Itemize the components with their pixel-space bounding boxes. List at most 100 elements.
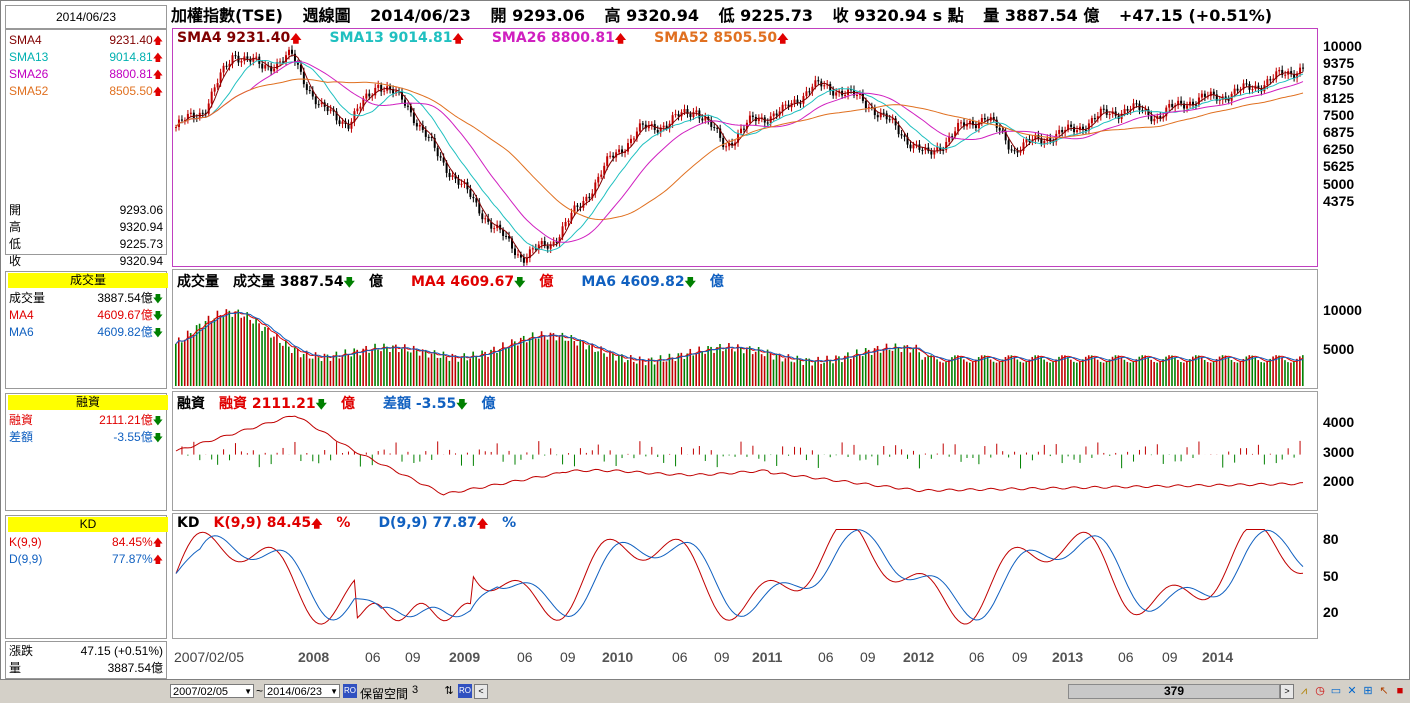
legend-entry: 成交量 bbox=[177, 274, 219, 290]
volume-bar bbox=[386, 346, 388, 386]
candle-body bbox=[445, 162, 448, 173]
volume-label: MA6 bbox=[9, 325, 34, 339]
candle-body bbox=[329, 109, 332, 112]
apply-reserve-icon[interactable]: RO bbox=[458, 684, 472, 698]
start-date-text: 2007/02/05 bbox=[173, 686, 229, 698]
volume-bar bbox=[282, 345, 284, 386]
volume-bar bbox=[1159, 361, 1161, 386]
volume-bar bbox=[552, 333, 555, 386]
legend-entry: 成交量 3887.54🡇 億 bbox=[233, 274, 383, 290]
volume-bar bbox=[722, 351, 724, 386]
margin-chart-panel[interactable]: 融資 融資 2111.21🡇 億差額 -3.55🡇 億 bbox=[172, 391, 1318, 511]
volume-bar bbox=[308, 358, 311, 386]
candle-body bbox=[502, 229, 505, 236]
scroll-right-button[interactable]: > bbox=[1280, 684, 1294, 699]
candle-body bbox=[418, 125, 421, 127]
volume-bar bbox=[805, 358, 808, 386]
scroll-left-button[interactable]: < bbox=[474, 684, 488, 699]
sma-row: SMA13 9014.81🡅 bbox=[9, 49, 163, 65]
candle-body bbox=[1108, 114, 1111, 116]
volume-bar bbox=[353, 348, 356, 386]
volume-bar bbox=[463, 353, 466, 386]
candle-body bbox=[778, 111, 781, 116]
volume-bar bbox=[1272, 356, 1274, 386]
axis-tick-label: 3000 bbox=[1323, 444, 1355, 460]
candle-body bbox=[1132, 103, 1135, 110]
grid-icon[interactable]: ⊞ bbox=[1363, 685, 1373, 697]
stepper-icon[interactable]: ⇅ bbox=[444, 685, 454, 697]
clock-icon[interactable]: ◷ bbox=[1315, 685, 1325, 697]
candle-body bbox=[499, 224, 502, 230]
volume-bar bbox=[1192, 356, 1194, 386]
candle-body bbox=[704, 116, 707, 121]
volume-bar bbox=[835, 355, 837, 386]
close-icon[interactable]: ■ bbox=[1396, 685, 1404, 697]
end-date-select[interactable]: 2014/06/23 ▼ bbox=[264, 684, 340, 698]
volume-bar bbox=[288, 346, 290, 386]
candle-body bbox=[1197, 97, 1200, 105]
volume-bar bbox=[924, 357, 926, 386]
volume-bar bbox=[326, 354, 329, 386]
shrink-icon[interactable]: ✕ bbox=[1347, 685, 1357, 697]
volume-bar bbox=[1123, 359, 1126, 386]
candle-body bbox=[213, 87, 216, 92]
volume-bar bbox=[362, 348, 364, 386]
candle-body bbox=[638, 123, 641, 132]
start-date-select[interactable]: 2007/02/05 ▼ bbox=[170, 684, 254, 698]
volume-row: MA4 4609.67億🡇 bbox=[9, 307, 163, 323]
candle-body bbox=[186, 113, 189, 120]
candle-body bbox=[615, 152, 618, 158]
volume-label: 成交量 bbox=[9, 291, 46, 305]
fit-icon[interactable]: ▭ bbox=[1330, 685, 1342, 697]
axis-tick-label: 7500 bbox=[1323, 106, 1355, 123]
volume-bar bbox=[445, 356, 448, 386]
d-line bbox=[175, 529, 1304, 621]
candle-body bbox=[1016, 150, 1019, 153]
arrow-up-icon: 🡅 bbox=[152, 538, 163, 549]
scrollbar-thumb[interactable]: 379 bbox=[1068, 684, 1280, 699]
volume-bar bbox=[1049, 362, 1051, 386]
volume-bar bbox=[285, 340, 287, 386]
volume-bar bbox=[433, 350, 436, 386]
volume-value: 量 3887.54 億 bbox=[983, 6, 1100, 25]
volume-bar bbox=[234, 311, 237, 386]
ruler-icon[interactable]: ↖ bbox=[1379, 685, 1389, 697]
volume-bar bbox=[1275, 355, 1277, 386]
candle-body bbox=[1046, 138, 1049, 142]
index-name: 加權指數(TSE) bbox=[171, 6, 283, 25]
apply-icon[interactable]: RO bbox=[343, 684, 357, 698]
candle-body bbox=[796, 99, 799, 104]
candle-body bbox=[201, 112, 204, 114]
candle-body bbox=[436, 147, 439, 157]
candle-body bbox=[683, 109, 686, 113]
candle-body bbox=[335, 111, 338, 121]
chart-type-icon[interactable]: ⩘ bbox=[1300, 685, 1308, 697]
reserve-value[interactable]: 3 bbox=[412, 684, 419, 696]
axis-tick-label: 8125 bbox=[1323, 89, 1355, 106]
kd-chart-panel[interactable]: KD K(9,9) 84.45🡅% D(9,9) 77.87🡅% bbox=[172, 513, 1318, 639]
volume-bar bbox=[546, 339, 549, 386]
volume-bar bbox=[222, 317, 225, 386]
volume-bar bbox=[335, 351, 338, 386]
candle-body bbox=[305, 84, 308, 91]
volume-bar bbox=[695, 353, 697, 386]
volume-bar bbox=[858, 354, 861, 386]
margin-value: -3.55億🡇 bbox=[113, 430, 163, 444]
current-date: 2014/06/23 bbox=[5, 5, 167, 29]
candle-body bbox=[290, 49, 293, 54]
ohlc-value: 9320.94 bbox=[119, 254, 163, 268]
volume-bar bbox=[499, 349, 501, 386]
candle-body bbox=[531, 248, 534, 250]
candle-body bbox=[204, 112, 207, 114]
volume-bar bbox=[618, 355, 620, 386]
volume-bar bbox=[900, 352, 903, 386]
candle-body bbox=[1227, 99, 1230, 101]
candle-body bbox=[960, 122, 963, 124]
volume-chart-panel[interactable]: 成交量 成交量 3887.54🡇 億 MA4 4609.67🡇 億 MA6 4609.82… bbox=[172, 269, 1318, 389]
volume-bar bbox=[677, 353, 680, 386]
price-chart-panel[interactable]: SMA4 9231.40🡅 SMA13 9014.81🡅 SMA26 8800.81… bbox=[172, 28, 1318, 267]
volume-bar bbox=[472, 351, 474, 386]
volume-bar bbox=[659, 355, 662, 386]
arrow-up-icon: 🡅 bbox=[476, 517, 489, 530]
volume-bar bbox=[502, 342, 504, 386]
